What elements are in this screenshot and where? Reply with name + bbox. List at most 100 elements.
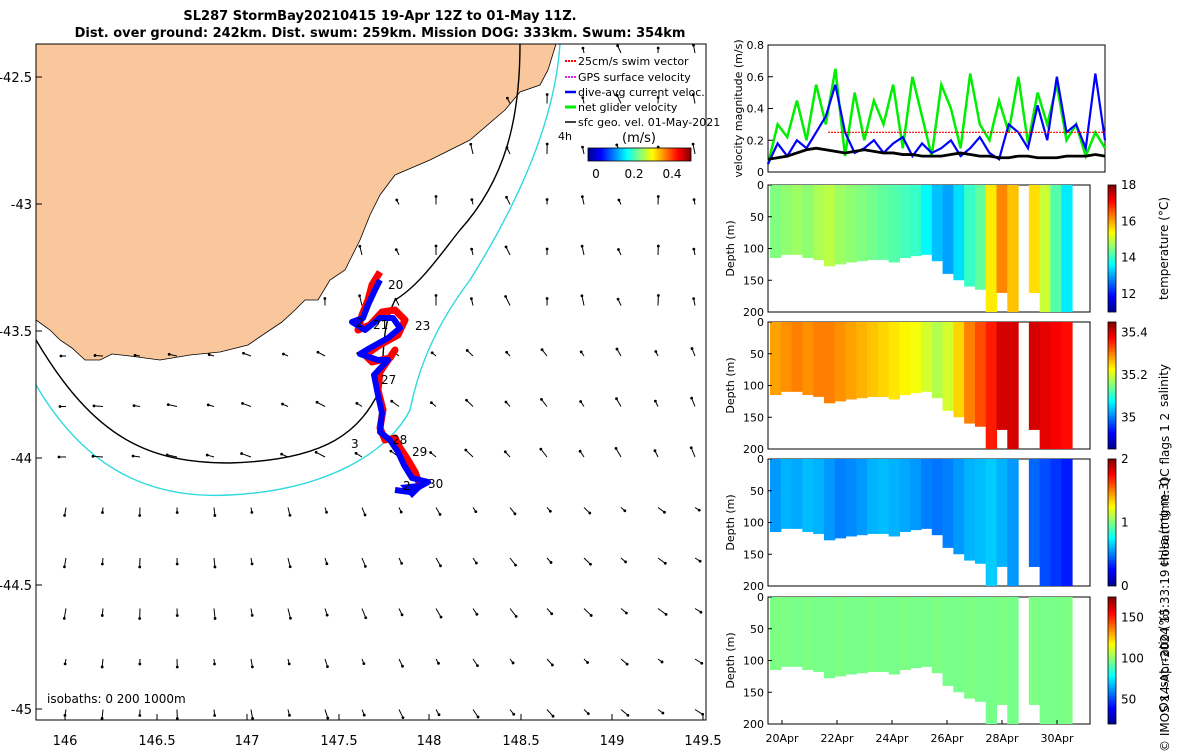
sfc-arrow-head	[363, 714, 366, 717]
sfc-arrow-head	[251, 665, 254, 668]
sfc-arrow-head	[214, 566, 217, 569]
section-cell	[986, 597, 997, 724]
cb-tick-2: 0.4	[662, 167, 681, 181]
section-cell	[1050, 185, 1061, 312]
section-cell	[986, 459, 997, 586]
section-cell	[824, 322, 835, 403]
sfc-arrow-head	[617, 199, 620, 202]
sfc-arrow-head	[289, 617, 292, 620]
sfc-arrow-head	[289, 565, 292, 568]
sfc-arrow	[616, 448, 621, 457]
sfc-arrow-head	[138, 514, 141, 517]
sfc-arrow-head	[64, 663, 67, 666]
sfc-arrow-head	[589, 563, 592, 566]
sfc-arrow-head	[546, 297, 549, 300]
cb-tick-label: 150	[1121, 610, 1144, 624]
section-cell	[975, 185, 986, 290]
sfc-arrow	[471, 144, 473, 154]
map-ytick-label: -44.5	[0, 579, 32, 594]
sfc-arrow-head	[101, 666, 104, 669]
sfc-arrow-head	[504, 295, 507, 298]
sfc-arrow-head	[168, 353, 171, 356]
section-cell	[1007, 322, 1018, 449]
section-cell	[878, 185, 889, 260]
section-cell	[899, 597, 910, 670]
sfc-arrow	[541, 449, 547, 457]
sfc-arrow-head	[588, 512, 591, 515]
sfc-arrow-head	[475, 562, 478, 565]
section-cell	[910, 322, 921, 393]
cb-tick-label: 1	[1121, 516, 1129, 530]
sfc-arrow-head	[617, 298, 620, 301]
section-cell	[802, 185, 813, 258]
section-cell	[964, 185, 975, 287]
sfc-arrow-head	[657, 195, 660, 198]
section-ytick-label: 0	[757, 179, 764, 192]
date-tick-label: 22Apr	[820, 732, 854, 745]
section-ytick-label: 0	[757, 591, 764, 604]
sfc-arrow-head	[541, 348, 544, 351]
sfc-arrow-head	[626, 714, 629, 717]
section-cell	[1040, 459, 1051, 586]
section-cell	[856, 597, 867, 673]
sfc-arrow-head	[469, 143, 472, 146]
land	[36, 44, 556, 360]
sfc-arrow-head	[551, 664, 554, 667]
cb-tick-label: 35.2	[1121, 368, 1148, 382]
section-ylabel: Depth (m)	[724, 632, 737, 688]
sfc-arrow-head	[358, 294, 361, 297]
sfc-arrow-head	[586, 661, 589, 664]
sfc-arrow-head	[615, 397, 618, 400]
section-ylabel: Depth (m)	[724, 220, 737, 276]
sfc-arrow-head	[693, 198, 696, 201]
section-cell	[1040, 597, 1051, 724]
sfc-arrow-head	[700, 662, 703, 665]
section-cell	[824, 459, 835, 540]
section-cell	[943, 322, 954, 411]
isobath-label: isobaths: 0 200 1000m	[47, 692, 186, 706]
map-xtick-label: 148.5	[502, 734, 539, 749]
sfc-arrow-head	[364, 514, 367, 517]
sfc-arrow	[64, 609, 66, 619]
sfc-arrow-head	[506, 146, 509, 149]
section-cell	[975, 322, 986, 427]
sfc-arrow-head	[401, 665, 404, 668]
section-cell	[889, 459, 900, 536]
vel-ytick-label: 0.4	[747, 103, 765, 116]
sfc-arrow-head	[654, 449, 657, 452]
sfc-arrow-head	[395, 199, 398, 202]
sfc-arrow-head	[663, 511, 666, 514]
sfc-arrow-head	[166, 454, 169, 457]
section-colorbar	[1108, 185, 1116, 312]
legend-extra: 4h	[558, 130, 572, 143]
section-cell	[964, 459, 975, 561]
sfc-arrow-head	[515, 615, 518, 618]
section-cell	[953, 597, 964, 692]
section-cell	[997, 322, 1008, 430]
sfc-arrow-head	[465, 399, 468, 402]
sfc-arrow-head	[546, 248, 549, 251]
sfc-arrow-head	[661, 661, 664, 664]
sfc-arrow-head	[552, 715, 555, 718]
sfc-arrow-head	[400, 562, 403, 565]
sfc-arrow-head	[581, 195, 584, 198]
sfc-arrow-head	[60, 355, 63, 358]
sfc-arrow-head	[692, 143, 695, 146]
sfc-arrow	[242, 454, 251, 457]
section-cell	[953, 322, 964, 417]
vel-ytick-label: 0	[757, 166, 764, 179]
sfc-arrow-head	[615, 144, 618, 147]
cb-tick-label: 100	[1121, 651, 1144, 665]
section-cell	[802, 322, 813, 395]
sfc-arrow-head	[514, 512, 517, 515]
section-cell	[899, 185, 910, 258]
sfc-arrow-head	[582, 47, 585, 50]
sfc-arrow-head	[690, 446, 693, 449]
sfc-arrow	[93, 456, 103, 457]
section-ytick-label: 150	[743, 274, 764, 287]
section-cell	[1007, 185, 1018, 312]
sfc-arrow-head	[470, 297, 473, 300]
